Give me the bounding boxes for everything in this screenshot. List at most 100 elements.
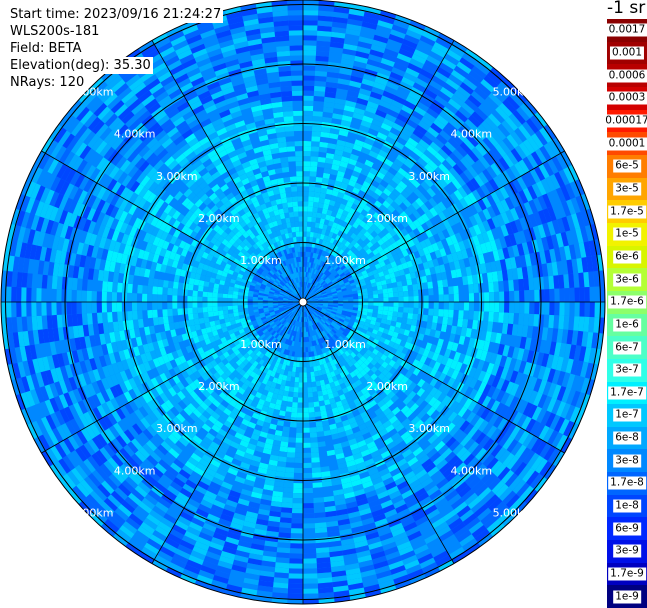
field-cell	[314, 502, 325, 508]
field-cell	[292, 402, 298, 408]
field-cell	[303, 443, 311, 448]
field-cell	[509, 302, 514, 313]
field-cell	[167, 288, 173, 295]
field-cell	[433, 288, 439, 295]
field-cell	[423, 289, 429, 296]
field-cell	[187, 308, 193, 314]
field-cell	[281, 507, 292, 513]
field-cell	[202, 302, 207, 307]
field-cell	[314, 96, 325, 102]
field-cell	[218, 289, 224, 294]
field-cell	[288, 156, 296, 162]
field-cell	[424, 295, 429, 302]
field-cell	[107, 282, 113, 293]
field-cell	[203, 307, 208, 313]
field-cell	[281, 502, 292, 508]
field-cell	[162, 287, 168, 295]
field-cell	[132, 302, 137, 311]
field-cell	[167, 295, 172, 302]
field-cell	[498, 312, 504, 323]
field-cell	[147, 294, 152, 302]
field-cell	[296, 438, 303, 443]
field-cell	[300, 352, 303, 357]
field-cell	[294, 212, 299, 217]
field-cell	[296, 232, 300, 237]
field-cell	[287, 146, 295, 152]
field-cell	[303, 247, 306, 252]
field-cell	[102, 281, 108, 292]
field-cell	[303, 372, 307, 377]
field-cell	[198, 286, 204, 292]
field-cell	[483, 312, 489, 322]
field-cell	[284, 482, 294, 488]
field-cell	[448, 286, 454, 294]
field-cell	[173, 315, 179, 322]
field-cell	[313, 106, 324, 112]
field-cell	[309, 181, 316, 187]
field-cell	[388, 297, 393, 302]
field-cell	[248, 302, 253, 305]
field-cell	[309, 412, 315, 418]
field-cell	[427, 315, 433, 322]
field-cell	[296, 171, 303, 176]
field-cell	[418, 289, 424, 296]
field-cell	[303, 393, 308, 398]
field-cell	[297, 247, 300, 252]
field-cell	[283, 177, 290, 183]
field-cell	[291, 412, 297, 418]
field-cell	[300, 237, 303, 242]
field-cell	[393, 307, 398, 312]
field-cell	[306, 352, 309, 357]
field-cell	[303, 458, 311, 463]
field-cell	[437, 280, 443, 288]
field-cell	[310, 161, 318, 167]
field-cell	[142, 294, 147, 302]
field-cell	[311, 377, 316, 383]
field-cell	[483, 283, 489, 293]
field-cell	[378, 298, 383, 302]
field-cell	[293, 101, 304, 106]
field-cell	[311, 217, 316, 223]
field-cell	[309, 422, 316, 428]
field-cell	[310, 442, 318, 448]
field-cell	[182, 289, 188, 296]
field-cell	[288, 207, 294, 213]
field-cell	[315, 187, 322, 193]
field-cell	[388, 288, 394, 293]
field-cell	[297, 413, 303, 418]
field-cell	[474, 293, 479, 302]
field-cell	[373, 298, 378, 302]
field-cell	[303, 201, 308, 206]
field-cell	[298, 206, 303, 211]
field-cell	[203, 286, 209, 292]
field-cell	[294, 217, 299, 222]
field-cell	[290, 222, 295, 228]
field-cell	[296, 166, 303, 171]
field-cell	[363, 299, 368, 302]
field-cell	[303, 216, 308, 221]
field-cell	[92, 280, 98, 291]
field-cell	[373, 294, 378, 298]
field-cell	[299, 227, 303, 232]
field-cell	[308, 212, 313, 217]
field-cell	[286, 462, 295, 468]
field-cell	[238, 299, 243, 302]
field-cell	[197, 291, 203, 297]
field-cell	[127, 293, 132, 302]
field-cell	[228, 294, 233, 298]
field-cell	[311, 222, 316, 228]
field-cell	[422, 315, 428, 322]
field-cell	[295, 141, 303, 146]
field-cell	[295, 443, 303, 448]
field-cell	[433, 309, 439, 316]
field-cell	[282, 497, 293, 503]
field-cell	[318, 157, 326, 163]
field-cell	[307, 222, 311, 227]
field-cell	[286, 141, 295, 147]
field-cell	[293, 488, 303, 493]
field-cell	[168, 281, 174, 289]
field-cell	[223, 298, 228, 302]
field-cell	[286, 136, 295, 142]
field-cell	[303, 186, 309, 191]
field-cell	[393, 287, 399, 293]
